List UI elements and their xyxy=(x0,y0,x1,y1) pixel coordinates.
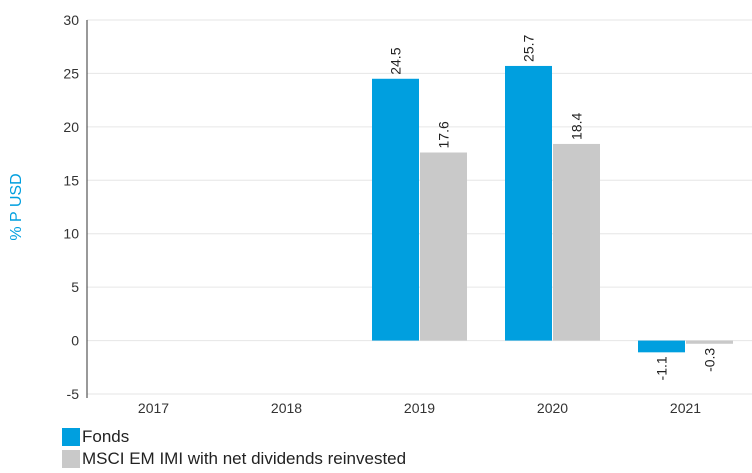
bar-msci-em-imi-2021 xyxy=(686,340,733,344)
grid-lines xyxy=(87,19,752,395)
y-tick-label: 5 xyxy=(71,279,79,295)
y-axis-ticks: -5 0 5 10 15 20 25 30 xyxy=(63,12,79,402)
bar-fonds-2021 xyxy=(638,340,685,353)
y-tick-label: 20 xyxy=(63,119,79,135)
data-label-fonds-2019: 24.5 xyxy=(388,47,404,74)
data-label-fonds-2020: 25.7 xyxy=(521,34,537,61)
y-tick-label: 30 xyxy=(63,12,79,28)
y-tick-label: 10 xyxy=(63,226,79,242)
legend-label-fonds: Fonds xyxy=(82,427,130,446)
bar-fonds-2020 xyxy=(505,65,552,341)
legend-swatch-fonds xyxy=(62,428,80,446)
bars xyxy=(372,65,733,353)
bar-msci-em-imi-2020 xyxy=(553,143,600,341)
legend-item-msci-em-imi: MSCI EM IMI with net dividends reinveste… xyxy=(62,448,406,470)
x-tick-label: 2017 xyxy=(138,400,169,416)
x-tick-label: 2019 xyxy=(404,400,435,416)
x-tick-label: 2021 xyxy=(670,400,701,416)
y-tick-label: 15 xyxy=(63,172,79,188)
legend-item-fonds: Fonds xyxy=(62,426,406,448)
x-tick-label: 2020 xyxy=(537,400,568,416)
x-axis-ticks: 2017 2018 2019 2020 2021 xyxy=(138,400,701,416)
data-label-msci-em-imi-2021: -0.3 xyxy=(702,348,718,372)
data-label-msci-em-imi-2020: 18.4 xyxy=(569,112,585,139)
legend-swatch-msci-em-imi xyxy=(62,450,80,468)
x-tick-label: 2018 xyxy=(271,400,302,416)
legend: Fonds MSCI EM IMI with net dividends rei… xyxy=(62,426,406,470)
data-labels: 24.5 25.7 -1.1 17.6 18.4 -0.3 xyxy=(388,34,718,380)
y-tick-label: 25 xyxy=(63,65,79,81)
data-label-msci-em-imi-2019: 17.6 xyxy=(436,121,452,148)
bar-msci-em-imi-2019 xyxy=(420,152,467,341)
y-axis-title: % P USD xyxy=(8,173,25,240)
legend-label-msci-em-imi: MSCI EM IMI with net dividends reinveste… xyxy=(82,449,407,468)
data-label-fonds-2021: -1.1 xyxy=(654,356,670,380)
y-tick-label: 0 xyxy=(71,333,79,349)
y-tick-label: -5 xyxy=(67,386,80,402)
bar-fonds-2019 xyxy=(372,78,419,341)
